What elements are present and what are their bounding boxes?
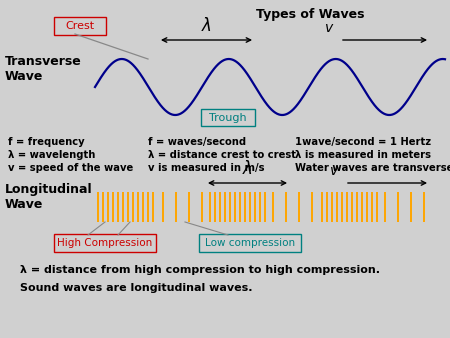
Text: Longitudinal
Wave: Longitudinal Wave: [5, 183, 93, 211]
Text: λ = distance crest to crest: λ = distance crest to crest: [148, 150, 296, 160]
Text: λ is measured in meters: λ is measured in meters: [295, 150, 431, 160]
Text: $\lambda$: $\lambda$: [201, 17, 212, 35]
Text: High Compression: High Compression: [58, 238, 153, 248]
Text: Trough: Trough: [209, 113, 247, 123]
Text: v is measured in m/s: v is measured in m/s: [148, 163, 265, 173]
Text: Water waves are transverse waves.: Water waves are transverse waves.: [295, 163, 450, 173]
Text: Crest: Crest: [65, 21, 94, 31]
Text: $\lambda$: $\lambda$: [242, 160, 252, 178]
Text: v: v: [325, 21, 333, 35]
Text: Sound waves are longitudinal waves.: Sound waves are longitudinal waves.: [20, 283, 252, 293]
Text: f = frequency: f = frequency: [8, 137, 85, 147]
Text: v = speed of the wave: v = speed of the wave: [8, 163, 133, 173]
FancyBboxPatch shape: [54, 234, 156, 252]
Text: f = waves/second: f = waves/second: [148, 137, 246, 147]
Text: λ = wavelength: λ = wavelength: [8, 150, 95, 160]
Text: Transverse
Wave: Transverse Wave: [5, 55, 82, 83]
FancyBboxPatch shape: [201, 109, 255, 126]
Text: Low compression: Low compression: [205, 238, 295, 248]
Text: λ = distance from high compression to high compression.: λ = distance from high compression to hi…: [20, 265, 380, 275]
Text: Types of Waves: Types of Waves: [256, 8, 364, 21]
Text: 1wave/second = 1 Hertz: 1wave/second = 1 Hertz: [295, 137, 431, 147]
FancyBboxPatch shape: [199, 234, 301, 252]
Text: v: v: [330, 164, 338, 178]
FancyBboxPatch shape: [54, 17, 106, 35]
